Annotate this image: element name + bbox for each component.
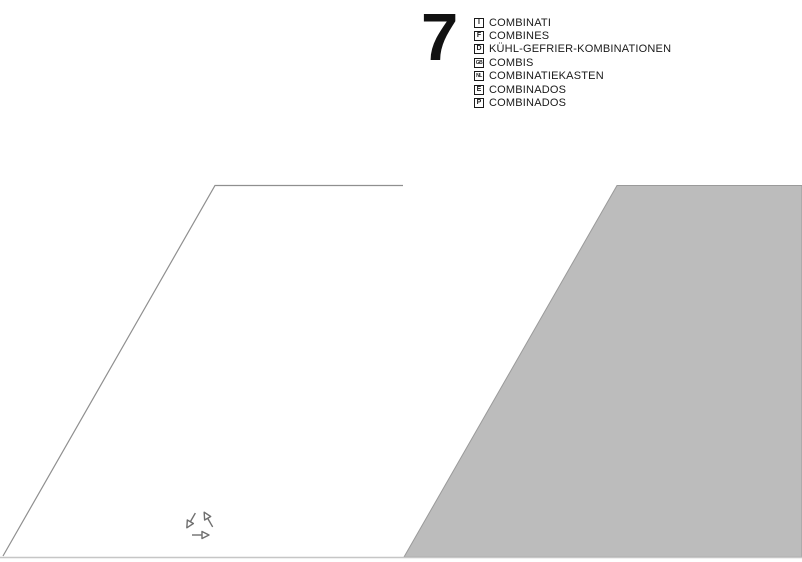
language-row-pt: P COMBINADOS [474, 96, 671, 109]
language-row-gb: GB COMBIS [474, 56, 671, 69]
language-row-it: I COMBINATI [474, 16, 671, 29]
language-label: COMBIS [489, 56, 534, 69]
language-row-nl: NL COMBINATIEKASTEN [474, 70, 671, 83]
language-label: KÜHL-GEFRIER-KOMBINATIONEN [489, 43, 672, 56]
language-label: COMBINES [489, 30, 550, 43]
language-list: I COMBINATI F COMBINES D KÜHL-GEFRIER-KO… [474, 16, 671, 110]
language-code-badge: P [474, 98, 484, 109]
language-code-badge: I [474, 17, 484, 28]
language-code-badge: GB [474, 57, 484, 68]
language-label: COMBINADOS [489, 83, 567, 96]
language-code-badge: NL [474, 71, 484, 82]
language-code-badge: D [474, 44, 484, 55]
language-label: COMBINATI [489, 16, 552, 29]
right-gray-panel [403, 185, 802, 558]
recycling-icon [186, 511, 214, 540]
chapter-number: 7 [421, 0, 458, 75]
language-row-fr: F COMBINES [474, 29, 671, 42]
language-label: COMBINATIEKASTEN [489, 70, 604, 83]
recycling-arrow-right [203, 511, 214, 528]
recycling-arrow-left [186, 512, 196, 529]
language-label: COMBINADOS [489, 97, 567, 110]
language-row-de: D KÜHL-GEFRIER-KOMBINATIONEN [474, 43, 671, 56]
language-code-badge: E [474, 84, 484, 95]
language-row-es: E COMBINADOS [474, 83, 671, 96]
language-code-badge: F [474, 31, 484, 42]
recycling-arrow-bottom [192, 530, 210, 540]
left-panel-outline [2, 184, 403, 557]
